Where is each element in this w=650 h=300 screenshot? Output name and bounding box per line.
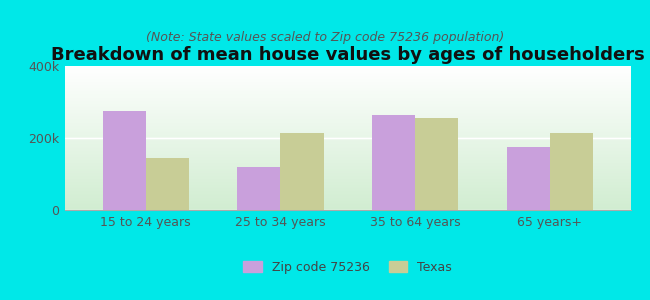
Text: (Note: State values scaled to Zip code 75236 population): (Note: State values scaled to Zip code 7… [146,32,504,44]
Title: Breakdown of mean house values by ages of householders: Breakdown of mean house values by ages o… [51,46,645,64]
Bar [237,167,280,210]
Bar [103,111,146,210]
Bar [506,147,550,210]
Bar [146,158,189,210]
Bar [550,133,593,210]
Legend: Zip code 75236, Texas: Zip code 75236, Texas [239,256,457,279]
Bar [372,115,415,210]
Bar [280,133,324,210]
Bar [415,118,458,210]
